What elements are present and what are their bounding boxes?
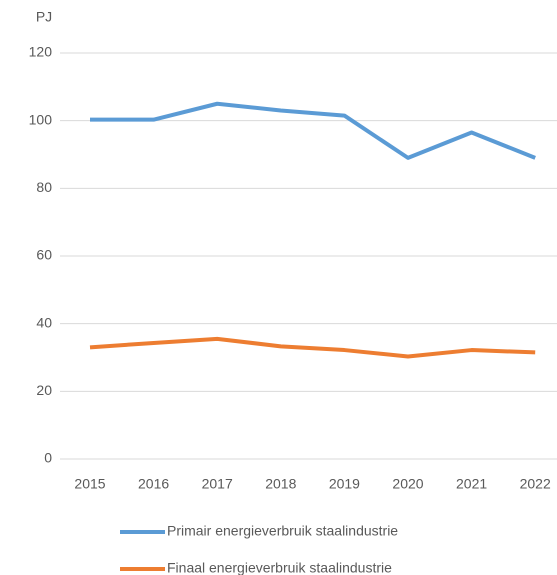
legend-label: Primair energieverbruik staalindustrie xyxy=(167,523,398,539)
data-line xyxy=(90,101,536,160)
y-tick-label: 100 xyxy=(29,111,53,127)
x-tick-label: 2021 xyxy=(456,476,487,492)
y-tick-label: 40 xyxy=(36,314,52,330)
data-line xyxy=(89,336,536,359)
x-tick-label: 2020 xyxy=(392,476,423,492)
y-axis-label: PJ xyxy=(36,9,52,25)
x-tick-label: 2022 xyxy=(520,476,551,492)
x-tick-label: 2019 xyxy=(329,476,360,492)
legend-label: Finaal energieverbruik staalindustrie xyxy=(167,560,392,575)
y-tick-label: 60 xyxy=(36,247,52,263)
y-tick-label: 20 xyxy=(36,382,52,398)
x-tick-label: 2018 xyxy=(265,476,296,492)
y-tick-label: 0 xyxy=(44,450,52,466)
x-tick-label: 2017 xyxy=(202,476,233,492)
y-tick-label: 80 xyxy=(36,179,52,195)
x-tick-label: 2016 xyxy=(138,476,169,492)
y-tick-label: 120 xyxy=(29,44,53,60)
x-tick-label: 2015 xyxy=(74,476,105,492)
